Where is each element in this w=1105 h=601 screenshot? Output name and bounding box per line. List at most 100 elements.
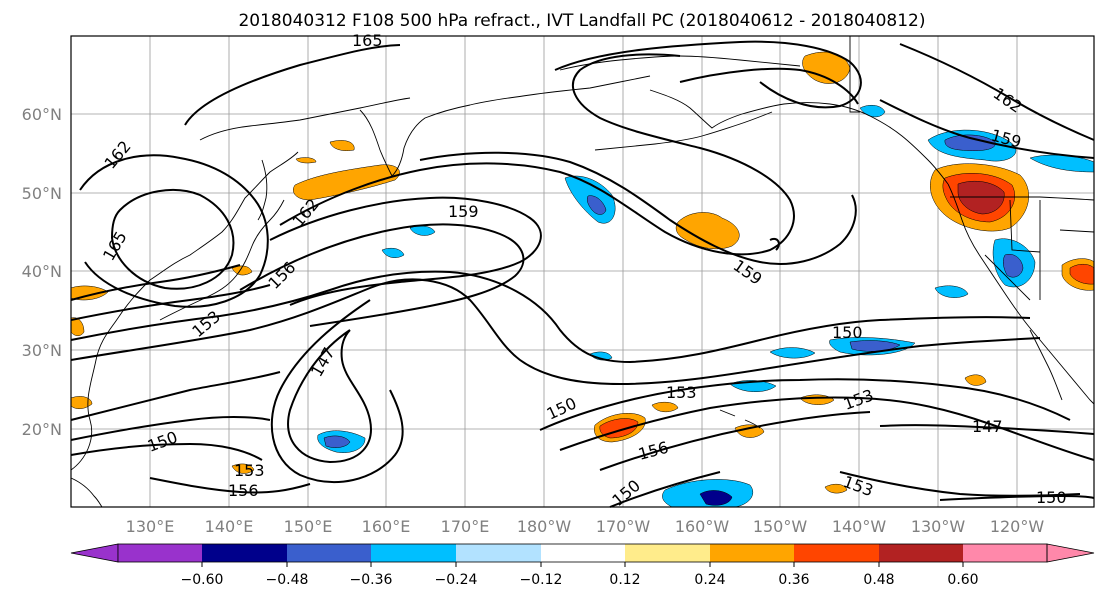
contour-label: 165	[352, 31, 383, 50]
longitude-labels: 130°E 140°E 150°E 160°E 170°E 180°W 170°…	[126, 517, 1045, 536]
negative-region-hawaii-south-core	[699, 490, 733, 506]
contour-153-west	[70, 284, 271, 321]
lon-label: 120°W	[990, 517, 1045, 536]
positive-region-tropical-far-east	[964, 374, 987, 386]
lat-label: 30°N	[22, 341, 62, 360]
contour-162-alaska-loop	[554, 40, 862, 109]
coastline-north-america	[947, 183, 1095, 405]
colorbar-tick-label: −0.24	[435, 572, 478, 588]
colorbar-segment	[963, 544, 1047, 562]
contour-label: 150	[1036, 488, 1067, 507]
colorbar-segment	[625, 544, 710, 562]
colorbar-segment	[287, 544, 371, 562]
negative-region-california-core	[1003, 254, 1024, 278]
contour-162-northeast	[899, 43, 1095, 141]
shaded-regions	[70, 51, 1095, 508]
contour-153-long	[70, 278, 1041, 386]
colorbar-segment	[710, 544, 794, 562]
negative-region-nevada	[934, 285, 969, 298]
contour-label: 156	[228, 481, 259, 500]
lon-label: 170°W	[596, 517, 651, 536]
positive-region-tropical-mid	[651, 401, 679, 413]
lon-label: 130°E	[126, 517, 175, 536]
contour-159-aleutian	[419, 151, 857, 265]
contour-156-main	[239, 223, 525, 327]
negative-region-hawaii-north	[769, 347, 816, 359]
positive-region-kuril	[293, 164, 400, 201]
map-frame	[70, 35, 1095, 508]
colorbar-tick-label: 0.36	[778, 572, 809, 588]
colorbar-tick-label: −0.12	[520, 572, 563, 588]
contour-153-east	[559, 396, 1095, 461]
contour-159-closed	[769, 238, 780, 251]
lat-label: 60°N	[22, 105, 62, 124]
contour-147-east	[879, 424, 1095, 435]
colorbar-segment	[371, 544, 456, 562]
border-us-canada	[950, 196, 1095, 201]
colorbar-tick-label: 0.24	[694, 572, 725, 588]
positive-region-tropical-east	[734, 424, 765, 438]
lon-label: 130°W	[911, 517, 966, 536]
contour-label: 153	[666, 383, 697, 402]
positive-region-philippine-sea	[231, 463, 255, 474]
colorbar-segment	[118, 544, 202, 562]
colorbar-extend-high	[1046, 543, 1095, 563]
contour-165-north	[184, 44, 401, 126]
positive-region-pnw-core	[957, 181, 1005, 215]
contour-label: 159	[448, 202, 479, 221]
lon-label: 160°W	[675, 517, 730, 536]
contour-147-trough	[287, 329, 372, 464]
colorbar-segment	[541, 544, 625, 562]
contour-150-southeast	[939, 494, 1095, 501]
positive-region-tropical-south	[824, 483, 848, 494]
positive-region-aleutian	[675, 212, 740, 250]
colorbar-segment	[879, 544, 963, 562]
colorbar-segment	[794, 544, 879, 562]
negative-region-west-pacific	[381, 247, 405, 258]
colorbar-tick-label: −0.36	[350, 572, 393, 588]
coastline-chukotka	[469, 75, 651, 106]
contour-156-west	[70, 264, 241, 301]
map-background	[71, 36, 1094, 507]
figure-title: 2018040312 F108 500 hPa refract., IVT La…	[238, 11, 925, 31]
colorbar-tick-labels: −0.60 −0.48 −0.36 −0.24 −0.12 0.12 0.24 …	[181, 572, 979, 588]
colorbar-frame	[117, 543, 1048, 563]
positive-region-okhotsk	[329, 140, 355, 151]
colorbar-tick-label: 0.60	[947, 572, 978, 588]
colorbar-ticks	[201, 562, 964, 567]
refractivity-contours	[70, 40, 1095, 508]
lon-label: 140°W	[832, 517, 887, 536]
lon-label: 150°W	[753, 517, 808, 536]
contour-162-west	[79, 154, 269, 308]
coastline-japan	[159, 199, 285, 321]
coastline-gulf-alaska	[829, 103, 949, 185]
coastline-kamchatka	[359, 104, 471, 177]
lat-label: 50°N	[22, 184, 62, 203]
negative-region-subtropical-east-core	[849, 340, 901, 352]
lon-label: 180°W	[517, 517, 572, 536]
coastline-philippines	[70, 477, 103, 508]
contour-label: 147	[972, 417, 1003, 436]
colorbar-tick-label: −0.48	[266, 572, 309, 588]
colorbar: −0.60 −0.48 −0.36 −0.24 −0.12 0.12 0.24 …	[70, 543, 1095, 588]
latitude-labels: 20°N 30°N 40°N 50°N 60°N	[22, 105, 62, 439]
coastline-okhotsk	[199, 97, 411, 141]
contour-165-alaska	[679, 67, 859, 105]
contour-153-south	[70, 416, 271, 441]
contour-low-center	[110, 189, 235, 290]
contour-159-main	[269, 196, 542, 306]
contour-label: 150	[832, 323, 863, 342]
positive-region-taiwan	[70, 396, 93, 409]
coastline-aleutians	[594, 111, 773, 151]
lat-label: 20°N	[22, 420, 62, 439]
negative-region-subtropical-west-core	[323, 435, 351, 448]
negative-region-gulf-alaska-core	[944, 134, 996, 151]
colorbar-segment	[202, 544, 287, 562]
contour-156-south	[149, 477, 311, 494]
lon-label: 160°E	[362, 517, 411, 536]
contour-150-trough	[270, 299, 404, 483]
coastline-east-asia	[70, 151, 299, 471]
contour-150-south	[70, 371, 281, 421]
lat-label: 40°N	[22, 262, 62, 281]
